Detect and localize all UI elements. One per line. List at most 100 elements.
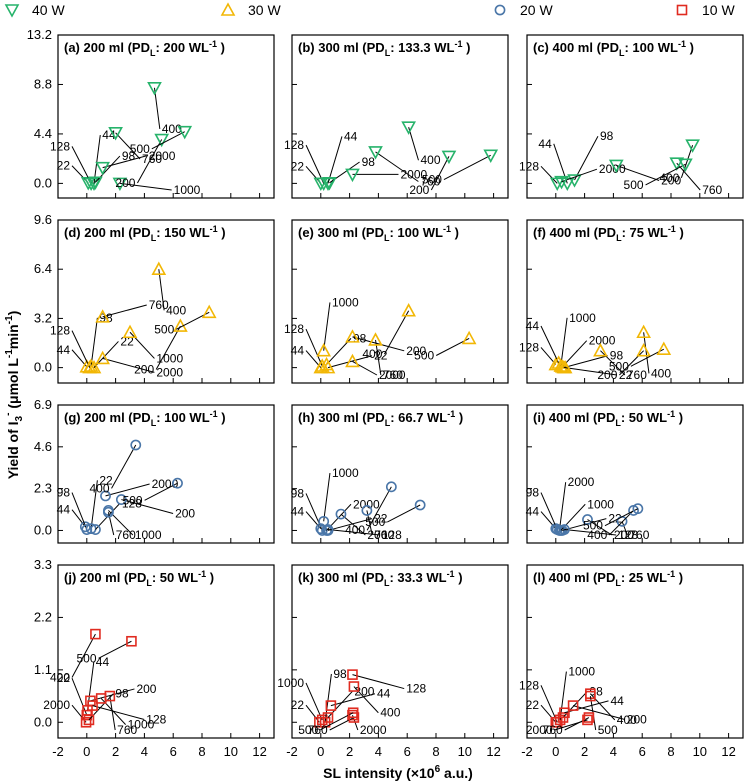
leader-line [619, 350, 644, 376]
panel-title: (b) 300 ml (PDL: 133.3 WL-1 ) [298, 39, 470, 58]
marker [154, 133, 170, 148]
point-label: 1000 [174, 183, 201, 197]
point-label: 128 [382, 528, 402, 542]
leader-line [408, 127, 419, 161]
data-point: 760 [308, 712, 360, 737]
x-tick-label: -2 [286, 744, 298, 759]
data-point: 760 [361, 505, 395, 542]
data-point: 760 [104, 690, 138, 737]
point-label: 1000 [156, 351, 183, 365]
marker [95, 309, 110, 323]
leader-line [109, 695, 116, 731]
leader-line [323, 473, 331, 522]
point-label: 44 [526, 505, 540, 519]
data-point: 500 [583, 503, 644, 533]
panel-f: (f) 400 ml (PDL: 75 WL-1 ) 128 44 1000 20009… [519, 219, 744, 384]
point-label: 500 [598, 723, 618, 737]
data-point: 760 [543, 712, 595, 737]
point-label: 500 [583, 519, 603, 533]
y-tick-label: 2.3 [34, 481, 52, 496]
point-label: 500 [298, 723, 318, 737]
marker [483, 149, 499, 163]
leader-line [102, 304, 147, 318]
point-label: 1000 [277, 676, 304, 690]
point-label: 1000 [568, 665, 595, 679]
leader-line [558, 482, 567, 531]
x-tick-label: 12 [721, 744, 735, 759]
data-point: 200 [567, 700, 647, 727]
data-point: 1000 [554, 665, 595, 726]
data-point: 2000 [321, 497, 380, 536]
leader-line [540, 685, 558, 723]
data-point: 44 [291, 505, 327, 535]
marker [172, 477, 183, 489]
data-point: 98 [319, 667, 347, 728]
data-point: 2000 [554, 162, 626, 190]
point-label: 760 [627, 368, 647, 382]
marker [559, 707, 570, 719]
point-label: 200 [614, 528, 634, 542]
point-label: 98 [589, 684, 603, 698]
data-point: 1000 [122, 324, 183, 365]
point-label: 500 [76, 651, 96, 665]
data-point: 128 [87, 700, 167, 727]
point-label: 22 [374, 512, 388, 526]
marker [582, 714, 593, 726]
plot-frame [291, 404, 509, 544]
leader-line [375, 339, 382, 376]
panel-g: (g) 200 ml (PDL: 100 WL-1 ) 0.0 2.3 4.6 6.9 4… [34, 397, 275, 544]
point-label: 200 [597, 368, 617, 382]
marker [583, 712, 595, 723]
panel-h: (h) 300 ml (PDL: 66.7 WL-1 ) 44 98 1000 2000… [291, 404, 509, 544]
leader-line [560, 317, 568, 367]
leader-line [158, 269, 165, 311]
marker [316, 714, 328, 726]
x-tick-label: 2 [581, 744, 588, 759]
y-tick-label: 3.2 [34, 310, 52, 325]
point-label: 760 [308, 723, 328, 737]
marker [557, 359, 573, 374]
point-label: 500 [414, 349, 434, 363]
data-point: 200 [115, 133, 170, 190]
data-point: 128 [559, 524, 639, 542]
leader-line [305, 511, 322, 529]
marker [335, 508, 347, 520]
leader-line [540, 492, 558, 530]
data-point: 760 [103, 506, 136, 542]
plot-frame [57, 219, 275, 384]
data-point: 760 [95, 298, 169, 323]
data-point: 500 [76, 635, 137, 665]
leader-line [554, 719, 588, 731]
marker [104, 690, 116, 702]
marker [567, 174, 582, 188]
panel-title: (g) 200 ml (PDL: 100 WL-1 ) [64, 409, 226, 428]
plot-frame [526, 564, 744, 739]
marker [401, 121, 416, 135]
panel-title: (a) 200 ml (PDL: 200 WL-1 ) [64, 39, 225, 58]
marker [90, 628, 101, 640]
leader-line [352, 336, 405, 352]
point-label: 44 [96, 655, 110, 669]
x-tick-label: 4 [375, 744, 382, 759]
point-label: 200 [409, 183, 429, 197]
leader-line [565, 367, 617, 376]
panels: (a) 200 ml (PDL: 200 WL-1 ) 0.0 4.4 8.8 13.2… [27, 27, 744, 759]
y-tick-label: 13.2 [27, 27, 52, 42]
leader-line [430, 156, 450, 191]
data-point: 98 [556, 349, 623, 374]
marker [108, 127, 123, 141]
plot-frame [291, 564, 509, 739]
leader-line [327, 529, 380, 536]
point-label: 44 [538, 137, 552, 151]
legend-item: 20 W [494, 2, 553, 18]
point-label: 760 [543, 723, 563, 737]
data-point: 500 [609, 341, 672, 373]
y-tick-label: 0.0 [34, 714, 52, 729]
x-tick-label: 10 [458, 744, 472, 759]
point-label: 200 [661, 174, 681, 188]
panel-title: (j) 200 ml (PDL: 50 WL-1 ) [64, 569, 214, 588]
point-label: 44 [291, 505, 305, 519]
x-tick-label: 0 [552, 744, 559, 759]
point-label: 760 [142, 152, 162, 166]
